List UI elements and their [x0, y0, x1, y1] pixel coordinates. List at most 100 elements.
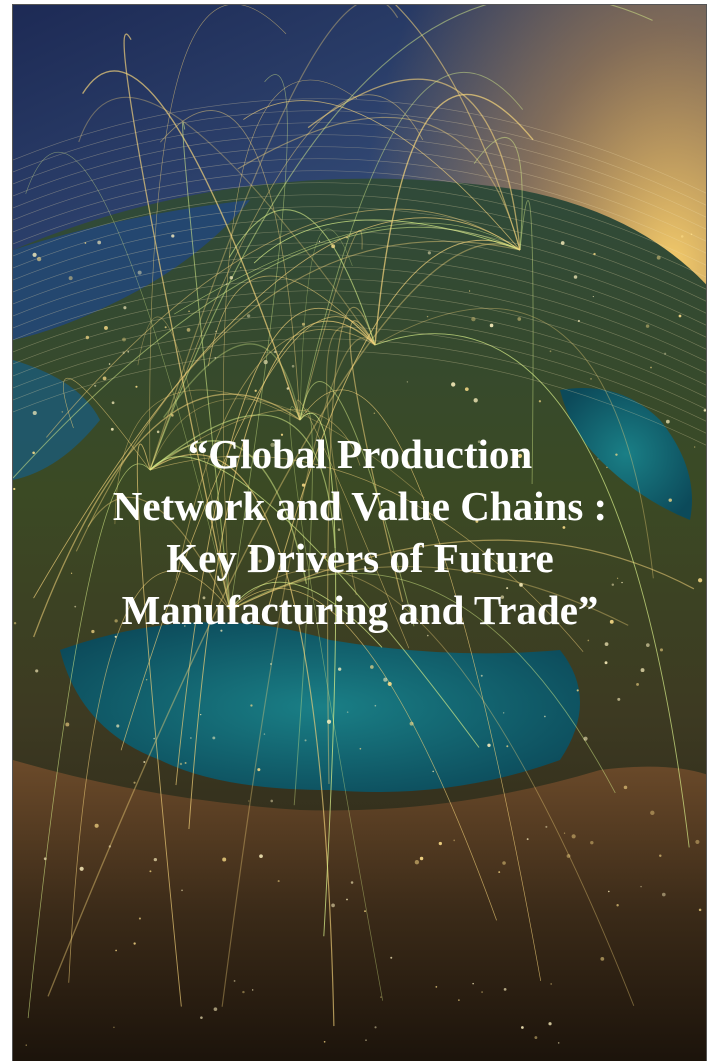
cover-image [0, 0, 712, 1061]
light [548, 1022, 551, 1025]
light [427, 316, 428, 317]
light [435, 986, 437, 988]
light [615, 453, 617, 455]
light [504, 988, 507, 991]
light [574, 275, 578, 279]
light [247, 314, 250, 317]
light [85, 242, 87, 244]
light [123, 352, 125, 354]
light [226, 283, 227, 284]
light [138, 271, 142, 275]
light [451, 382, 455, 386]
light [259, 854, 263, 858]
light [695, 840, 699, 844]
light [550, 983, 551, 984]
light [14, 622, 16, 624]
light [212, 736, 215, 739]
light [365, 1039, 366, 1040]
light [664, 353, 666, 355]
light [127, 351, 129, 353]
light [264, 733, 265, 734]
light [103, 376, 107, 380]
light [324, 1041, 326, 1043]
light [214, 357, 216, 359]
light [32, 451, 35, 454]
light [250, 704, 252, 706]
light [139, 917, 141, 919]
light [113, 1027, 114, 1028]
light [481, 675, 483, 677]
light [506, 745, 508, 747]
light [180, 763, 182, 765]
light [26, 1044, 27, 1045]
light [185, 762, 187, 764]
cover: “Global ProductionNetwork and Value Chai… [0, 0, 712, 1061]
light [544, 716, 546, 718]
light [364, 910, 366, 912]
light [427, 635, 429, 637]
light [640, 886, 641, 887]
light [187, 328, 191, 332]
light [157, 431, 160, 434]
light [214, 1007, 218, 1011]
light [69, 276, 73, 280]
light [44, 857, 47, 860]
light [188, 311, 189, 312]
light [390, 957, 392, 959]
light [465, 387, 469, 391]
light [91, 630, 94, 633]
light [564, 833, 565, 834]
light [35, 669, 38, 672]
light [636, 683, 639, 686]
page: “Global ProductionNetwork and Value Chai… [0, 0, 712, 1061]
light [263, 360, 267, 364]
light [487, 744, 490, 747]
light [97, 241, 101, 245]
light [374, 413, 376, 415]
light [590, 841, 593, 844]
light [37, 257, 41, 261]
light [699, 909, 702, 912]
light [432, 771, 434, 773]
light [135, 386, 137, 388]
light [154, 858, 157, 861]
light [346, 899, 348, 901]
light [200, 1016, 203, 1019]
light [114, 619, 117, 622]
light [558, 1042, 560, 1044]
light [133, 942, 135, 944]
light [534, 1036, 537, 1039]
light [146, 679, 147, 680]
light [257, 768, 260, 771]
light [149, 870, 151, 872]
light [351, 881, 354, 884]
light [123, 306, 126, 309]
light [593, 296, 594, 297]
light [572, 834, 576, 838]
light [248, 800, 249, 801]
light [608, 891, 609, 892]
light [617, 698, 620, 701]
light [650, 811, 654, 815]
light [606, 467, 608, 469]
light [605, 661, 608, 664]
light [681, 235, 684, 238]
light [278, 880, 280, 882]
light [240, 267, 241, 268]
light [270, 663, 272, 665]
light [370, 665, 374, 669]
light [583, 737, 587, 741]
light [255, 390, 257, 392]
light [624, 786, 628, 790]
light [415, 860, 419, 864]
light [94, 385, 96, 387]
title-line: Manufacturing and Trade” [122, 587, 599, 633]
light [527, 838, 529, 840]
light [660, 648, 663, 651]
light [65, 723, 69, 727]
light [662, 893, 666, 897]
light [104, 326, 108, 330]
light [380, 996, 381, 997]
light [550, 350, 552, 352]
light [327, 720, 331, 724]
